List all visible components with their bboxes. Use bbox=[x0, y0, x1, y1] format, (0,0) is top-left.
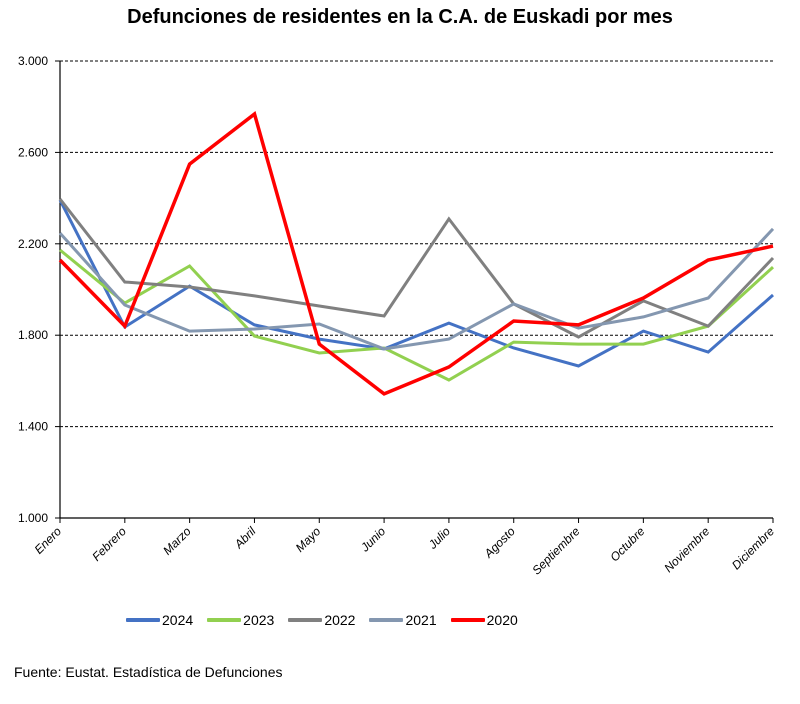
series-lines bbox=[58, 111, 775, 396]
x-tick-label: Enero bbox=[32, 524, 65, 557]
x-tick-label: Marzo bbox=[160, 524, 194, 558]
legend-label: 2020 bbox=[486, 612, 518, 628]
legend-label: 2023 bbox=[243, 612, 275, 628]
chart-title: Defunciones de residentes en la C.A. de … bbox=[127, 6, 673, 28]
series-line-2021 bbox=[58, 227, 775, 351]
legend-swatch bbox=[288, 618, 323, 622]
x-tick-label: Julio bbox=[425, 524, 453, 552]
legend-item-2021: 2021 bbox=[369, 612, 437, 628]
series-2020 bbox=[58, 111, 774, 396]
axes: 1.000 1.400 1.800 2.200 2.600 3.000 Enero Febre… bbox=[18, 54, 777, 578]
x-tick-label: Noviembre bbox=[661, 524, 712, 575]
legend-swatch bbox=[450, 618, 485, 622]
legend-swatch bbox=[207, 618, 242, 622]
legend-item-2024: 2024 bbox=[126, 612, 193, 628]
source-note: Fuente: Eustat. Estadística de Defuncion… bbox=[14, 664, 283, 680]
x-tick-label: Febrero bbox=[89, 524, 129, 564]
series-2021 bbox=[58, 227, 775, 351]
x-tick-label: Octubre bbox=[607, 524, 647, 564]
x-tick-label: Junio bbox=[357, 524, 388, 555]
gridlines bbox=[60, 60, 773, 428]
y-tick-label: 1.400 bbox=[18, 420, 48, 434]
y-tick-label: 2.200 bbox=[18, 237, 48, 251]
y-tick-label: 1.000 bbox=[18, 511, 48, 525]
y-tick-label: 1.800 bbox=[18, 328, 48, 342]
x-tick-label: Septiembre bbox=[529, 524, 583, 578]
series-line-2024 bbox=[58, 199, 774, 368]
y-tick-label: 3.000 bbox=[18, 54, 48, 68]
x-tick-label: Diciembre bbox=[729, 524, 777, 572]
series-line-2020 bbox=[58, 111, 774, 396]
legend: 2024 2023 2022 2021 2020 bbox=[126, 612, 532, 628]
series-2023 bbox=[59, 248, 775, 382]
x-tick-label: Mayo bbox=[293, 524, 324, 555]
x-tick-label: Agosto bbox=[481, 524, 518, 561]
series-2022 bbox=[58, 198, 775, 339]
legend-swatch bbox=[369, 618, 404, 622]
legend-label: 2024 bbox=[162, 612, 194, 628]
legend-item-2022: 2022 bbox=[288, 612, 355, 628]
legend-swatch bbox=[126, 618, 160, 622]
series-line-2022 bbox=[58, 198, 775, 339]
series-line-2023 bbox=[59, 248, 775, 382]
x-tick-label: Abril bbox=[231, 524, 259, 552]
legend-item-2023: 2023 bbox=[207, 612, 274, 628]
legend-label: 2022 bbox=[324, 612, 356, 628]
legend-item-2020: 2020 bbox=[450, 612, 518, 628]
legend-label: 2021 bbox=[405, 612, 437, 628]
y-tick-label: 2.600 bbox=[18, 145, 48, 159]
